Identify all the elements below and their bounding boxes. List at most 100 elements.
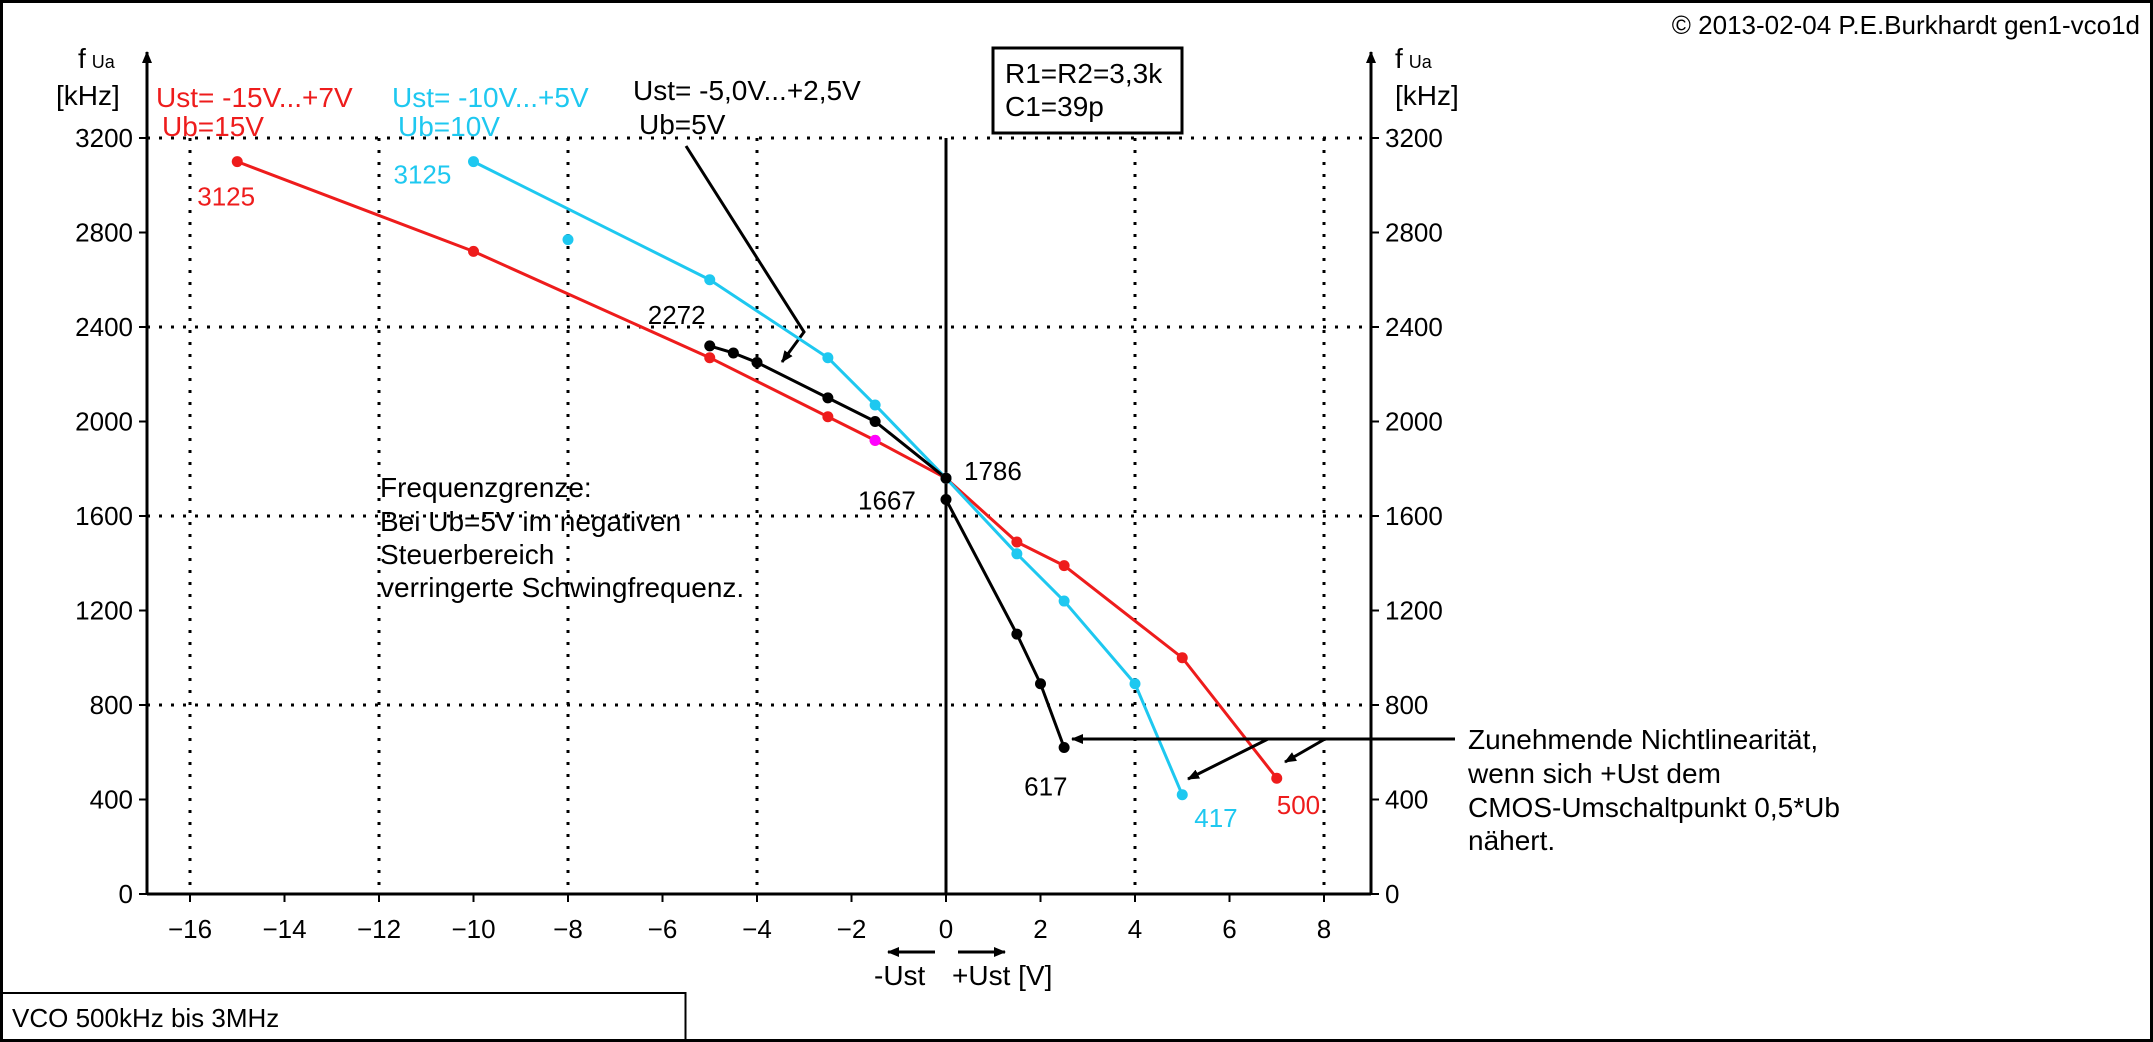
data-label: 3125 [394,160,452,190]
data-point-black [751,356,763,368]
svg-text:[kHz]: [kHz] [1395,80,1459,111]
y-tick-label-left: 3200 [75,123,133,153]
series-line-red [236,160,1278,780]
nonlinearity-arrows [1071,734,1455,781]
y-tick-label-right: 400 [1385,785,1428,815]
data-point-black [1035,678,1046,690]
x-tick-label: 0 [939,914,953,944]
y-tick-label-right: 1200 [1385,596,1443,626]
data-point-cyan [869,399,881,411]
svg-text:Steuerbereich: Steuerbereich [380,539,554,570]
note-nonlinearity: Zunehmende Nichtlinearität, wenn sich +U… [1467,724,1840,856]
svg-text:Ust= -15V...+7V: Ust= -15V...+7V [156,82,353,113]
x-tick-label: −2 [837,914,867,944]
axes [142,51,1376,896]
component-box [991,46,1184,135]
svg-text:CMOS-Umschaltpunkt 0,5*Ub: CMOS-Umschaltpunkt 0,5*Ub [1468,792,1840,823]
x-tick-label: −14 [262,914,306,944]
y-tick-label-right: 1600 [1385,501,1443,531]
series-label-red: Ust= -15V...+7V Ub=15V [156,82,353,142]
x-tick-label: 8 [1317,914,1331,944]
data-point-red [1271,772,1283,784]
y-tick-label-left: 0 [119,879,133,909]
svg-text:Ust= -5,0V...+2,5V: Ust= -5,0V...+2,5V [633,75,861,106]
x-tick-label: 4 [1128,914,1142,944]
data-point-cyan [1011,548,1023,560]
x-tick-label: −8 [553,914,583,944]
data-point-black [822,392,834,404]
series-label-cyan: Ust= -10V...+5V Ub=10V [392,82,589,142]
component-line-2: C1=39p [1005,91,1104,122]
x-tick-label: −16 [168,914,212,944]
y-axis-left-label: f Ua [kHz] [56,43,120,111]
data-point-red [1058,560,1070,572]
footer-title-box [0,992,687,1041]
x-tick-label: −12 [357,914,401,944]
data-point-black [1011,628,1023,640]
data-point-red [704,352,716,364]
x-tick-label: 2 [1033,914,1047,944]
footer-title: VCO 500kHz bis 3MHz [12,1003,279,1033]
y-tick-label-right: 3200 [1385,123,1443,153]
data-points [231,156,1283,801]
data-point-black [727,347,739,359]
svg-text:Ub=5V: Ub=5V [639,109,726,140]
data-label: 500 [1277,790,1320,820]
y-tick-label-right: 2800 [1385,218,1443,248]
svg-text:Zunehmende Nichtlinearität,: Zunehmende Nichtlinearität, [1468,724,1818,755]
y-axis-right-label: f Ua [kHz] [1395,43,1459,111]
y-tick-label-right: 800 [1385,690,1428,720]
svg-text:Ub=15V: Ub=15V [162,111,264,142]
data-point-cyan [468,156,479,168]
y-tick-label-right: 2000 [1385,407,1443,437]
data-point-black [704,340,716,352]
svg-text:Ust= -10V...+5V: Ust= -10V...+5V [392,82,589,113]
x-tick-label: −10 [451,914,495,944]
data-point-cyan [1058,595,1070,607]
data-point-extra [869,434,881,446]
svg-text:[kHz]: [kHz] [56,80,120,111]
x-tick-label: −6 [648,914,678,944]
component-line-1: R1=R2=3,3k [1005,58,1163,89]
x-tick-label: 6 [1222,914,1236,944]
x-axis-label-minus: -Ust [874,960,926,991]
data-point-extra [562,234,574,246]
svg-text:Bei Ub=5V im negativen: Bei Ub=5V im negativen [380,506,681,537]
y-tick-label-left: 1200 [75,596,133,626]
y-tick-label-left: 2000 [75,407,133,437]
x-axis-label-plus: +Ust [V] [952,960,1052,991]
data-label: 3125 [197,182,255,212]
data-point-cyan [1129,678,1141,690]
data-point-black [940,472,952,484]
data-point-black [1058,742,1070,754]
data-point-cyan [822,352,834,364]
y-tick-label-right: 0 [1385,879,1399,909]
data-label: 617 [1024,772,1067,802]
series-line-black [709,344,1066,749]
y-tick-label-left: 2400 [75,312,133,342]
grid [147,136,1371,894]
data-point-red [822,411,834,423]
copyright: © 2013-02-04 P.E.Burkhardt gen1-vco1d [1672,10,2140,40]
data-label: 2272 [648,300,706,330]
svg-text:Frequenzgrenze:: Frequenzgrenze: [380,472,592,503]
y-tick-label-right: 2400 [1385,312,1443,342]
svg-text:fUa: f Ua [1395,43,1433,74]
data-label: 1667 [858,485,916,515]
data-labels: 3125 3125 2272 1786 1667 617 417 500 [197,160,1320,833]
data-point-red [1176,652,1188,664]
x-tick-label: −4 [742,914,772,944]
y-tick-label-left: 2800 [75,218,133,248]
series-label-black: Ust= -5,0V...+2,5V Ub=5V [633,75,861,140]
data-point-red [1011,536,1023,548]
svg-text:nähert.: nähert. [1468,825,1555,856]
black-series-pointer [684,145,806,363]
note-frequency-limit: Frequenzgrenze: Bei Ub=5V im negativen S… [380,472,744,603]
data-point-black [940,493,952,505]
svg-text:fUa: f Ua [78,43,116,74]
data-point-black [869,416,881,427]
svg-text:wenn sich +Ust dem: wenn sich +Ust dem [1467,758,1721,789]
